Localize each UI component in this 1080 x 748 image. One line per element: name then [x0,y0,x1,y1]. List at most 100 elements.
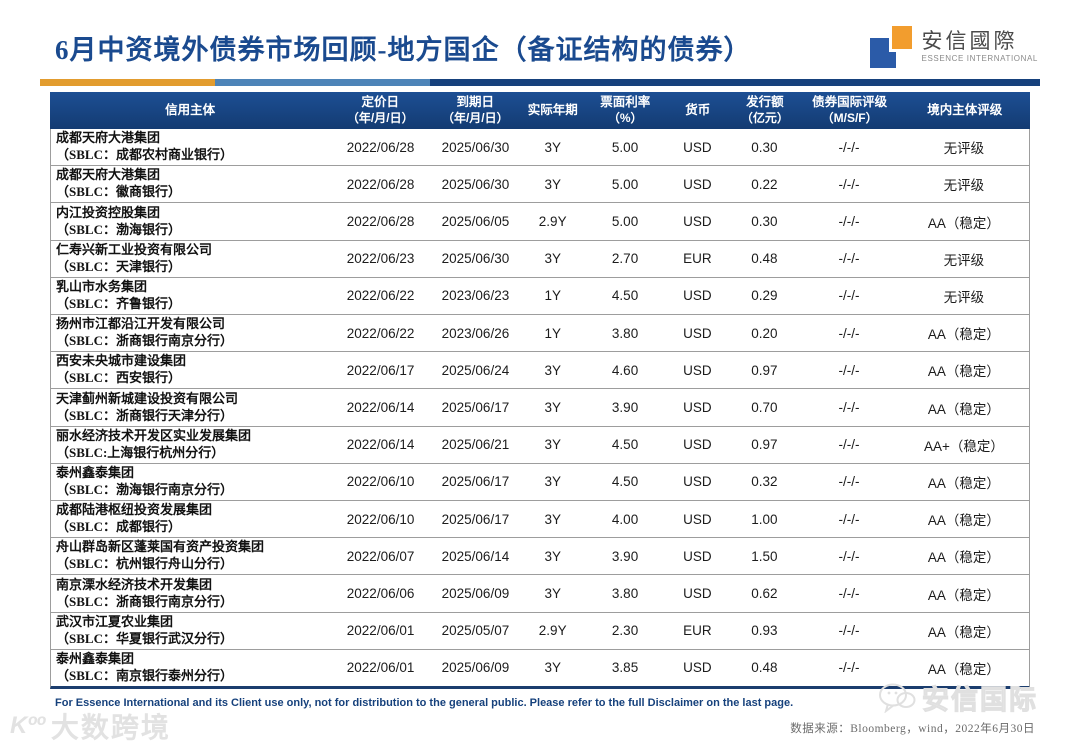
issuer-cell: 成都陆港枢纽投资发展集团 （SBLC：成都银行） [51,502,331,536]
coupon-cell: 4.50 [611,437,639,453]
coupon-cell: 2.70 [611,251,639,267]
issuer-cell: 丽水经济技术开发区实业发展集团 （SBLC:上海银行杭州分行） [51,428,331,462]
pricing-date-cell: 2022/06/28 [346,214,415,229]
amount-cell: 0.48 [751,660,778,676]
issuer-name: 扬州市江都沿江开发有限公司 [56,316,226,332]
logo-text: 安信國際 ESSENCE INTERNATIONAL [922,30,1038,64]
table-row: 泰州鑫泰集团 （SBLC：渤海银行南京分行） 2022/06/10 2025/06/1… [51,463,1029,502]
maturity-date-cell: 2025/06/24 [441,362,510,378]
domestic-rating-cell: AA（稳定） [927,661,1000,677]
table-row: 武汉市江夏农业集团 （SBLC：华夏银行武汉分行） 2022/06/01 2025/0… [51,612,1029,650]
coupon-cell: 3.80 [611,586,639,602]
amount-cell: 0.20 [751,325,778,341]
essence-logo-icon [869,26,914,68]
intl-rating-cell: -/-/- [838,586,860,602]
amount-cell: 0.30 [751,214,778,229]
pricing-date-cell: 2022/06/28 [346,139,415,155]
issuer-name: 泰州鑫泰集团 [56,465,135,481]
domestic-rating-cell: AA（稳定） [927,215,1000,231]
intl-rating-cell: -/-/- [838,511,860,527]
tenor-cell: 1Y [544,325,561,341]
column-header: 信用主体 [50,103,330,119]
domestic-rating-cell: AA（稳定） [927,550,1000,566]
issuer-name: 成都陆港枢纽投资发展集团 [56,502,213,518]
table-row: 扬州市江都沿江开发有限公司 （SBLC：浙商银行南京分行） 2022/06/22 20… [51,315,1029,353]
currency-cell: USD [683,176,712,192]
domestic-rating-cell: 无评级 [943,141,985,157]
currency-cell: EUR [683,623,712,639]
tenor-cell: 3Y [544,139,561,155]
domestic-rating-cell: 无评级 [943,289,985,305]
intl-rating-cell: -/-/- [838,362,860,378]
column-header: 实际年期 [520,103,585,119]
issuer-name: 南京溧水经济技术开发集团 [56,576,213,592]
column-header: 票面利率 （%） [585,95,665,126]
issuer-name: 西安未央城市建设集团 [56,353,187,369]
coupon-cell: 3.90 [611,548,639,564]
maturity-date-cell: 2025/06/05 [441,214,510,229]
issuer-cell: 成都天府大港集团 （SBLC：徽商银行） [51,167,331,201]
pricing-date-cell: 2022/06/22 [346,288,415,304]
issuer-cell: 成都天府大港集团 （SBLC：成都农村商业银行） [51,130,331,164]
column-header: 境内主体评级 [900,103,1030,119]
pricing-date-cell: 2022/06/10 [346,474,415,490]
table-row: 南京溧水经济技术开发集团 （SBLC：浙商银行南京分行） 2022/06/06 202… [51,575,1029,613]
issuer-name: 武汉市江夏农业集团 [56,613,174,629]
maturity-date-cell: 2025/06/17 [441,400,510,416]
issuer-name: 舟山群岛新区蓬莱国有资产投资集团 [56,539,265,555]
currency-cell: USD [683,400,712,416]
intl-rating-cell: -/-/- [838,139,860,155]
divider-navy-segment [430,79,1040,86]
domestic-rating-cell: AA（稳定） [927,513,1000,529]
intl-rating-cell: -/-/- [838,548,860,564]
maturity-date-cell: 2025/05/07 [441,623,510,639]
amount-cell: 0.62 [751,586,778,602]
amount-cell: 1.50 [751,548,778,564]
column-header-label: 境内主体评级 [927,102,1003,117]
tenor-cell: 1Y [544,288,561,304]
issuer-cell: 扬州市江都沿江开发有限公司 （SBLC：浙商银行南京分行） [51,316,331,350]
table-row: 舟山群岛新区蓬莱国有资产投资集团 （SBLC：杭州银行舟山分行） 2022/06/0… [51,538,1029,576]
watermark-dashukuajing-label: 大数跨境 [50,712,171,743]
pricing-date-cell: 2022/06/06 [346,586,415,602]
currency-cell: USD [683,474,712,490]
domestic-rating-cell: 无评级 [943,178,985,194]
issuer-sblc-bank: （SBLC：南京银行泰州分行） [56,667,233,683]
table-row: 内江投资控股集团 （SBLC：渤海银行） 2022/06/28 2025/06/05 2… [51,203,1029,241]
issuer-cell: 武汉市江夏农业集团 （SBLC：华夏银行武汉分行） [51,614,331,648]
tenor-cell: 3Y [544,474,561,490]
pricing-date-cell: 2022/06/14 [346,400,415,416]
tenor-cell: 3Y [544,251,561,267]
currency-cell: USD [683,139,712,155]
maturity-date-cell: 2025/06/14 [441,548,510,564]
maturity-date-cell: 2025/06/21 [441,437,510,453]
issuer-cell: 西安未央城市建设集团 （SBLC：西安银行） [51,353,331,387]
divider-lightblue-segment [215,79,430,86]
maturity-date-cell: 2025/06/17 [441,511,510,527]
table-row: 成都天府大港集团 （SBLC：徽商银行） 2022/06/28 2025/06/30 3… [51,166,1029,204]
coupon-cell: 2.30 [611,623,639,639]
coupon-cell: 4.50 [611,474,639,490]
intl-rating-cell: -/-/- [838,214,860,229]
issuer-sblc-bank: （SBLC：徽商银行） [56,184,181,200]
issuer-name: 仁寿兴新工业投资有限公司 [56,241,213,257]
logo-name-en: ESSENCE INTERNATIONAL [921,54,1038,64]
column-header: 债券国际评级 （M/S/F） [800,95,900,126]
issuer-sblc-bank: （SBLC：华夏银行武汉分行） [56,630,233,646]
table-body: 成都天府大港集团 （SBLC：成都农村商业银行） 2022/06/28 2025/06… [50,129,1030,689]
amount-cell: 0.93 [751,623,778,639]
table-row: 成都陆港枢纽投资发展集团 （SBLC：成都银行） 2022/06/10 2025/06… [51,501,1029,539]
table-row: 成都天府大港集团 （SBLC：成都农村商业银行） 2022/06/28 2025/06… [51,129,1029,167]
maturity-date-cell: 2025/06/30 [441,251,510,267]
issuer-name: 天津蓟州新城建设投资有限公司 [56,390,239,406]
column-header-label: 票面利率 [600,95,651,110]
issuer-cell: 乳山市水务集团 （SBLC：齐鲁银行） [51,279,331,313]
coupon-cell: 3.90 [611,400,639,416]
column-header: 发行额 （亿元） [730,95,800,126]
data-source-text: 数据来源：Bloomberg，wind，2022年6月30日 [790,723,1035,735]
amount-cell: 0.97 [751,437,778,453]
maturity-date-cell: 2025/06/09 [441,586,510,602]
table-row: 仁寿兴新工业投资有限公司 （SBLC：天津银行） 2022/06/23 2025/06… [51,240,1029,278]
intl-rating-cell: -/-/- [838,325,860,341]
